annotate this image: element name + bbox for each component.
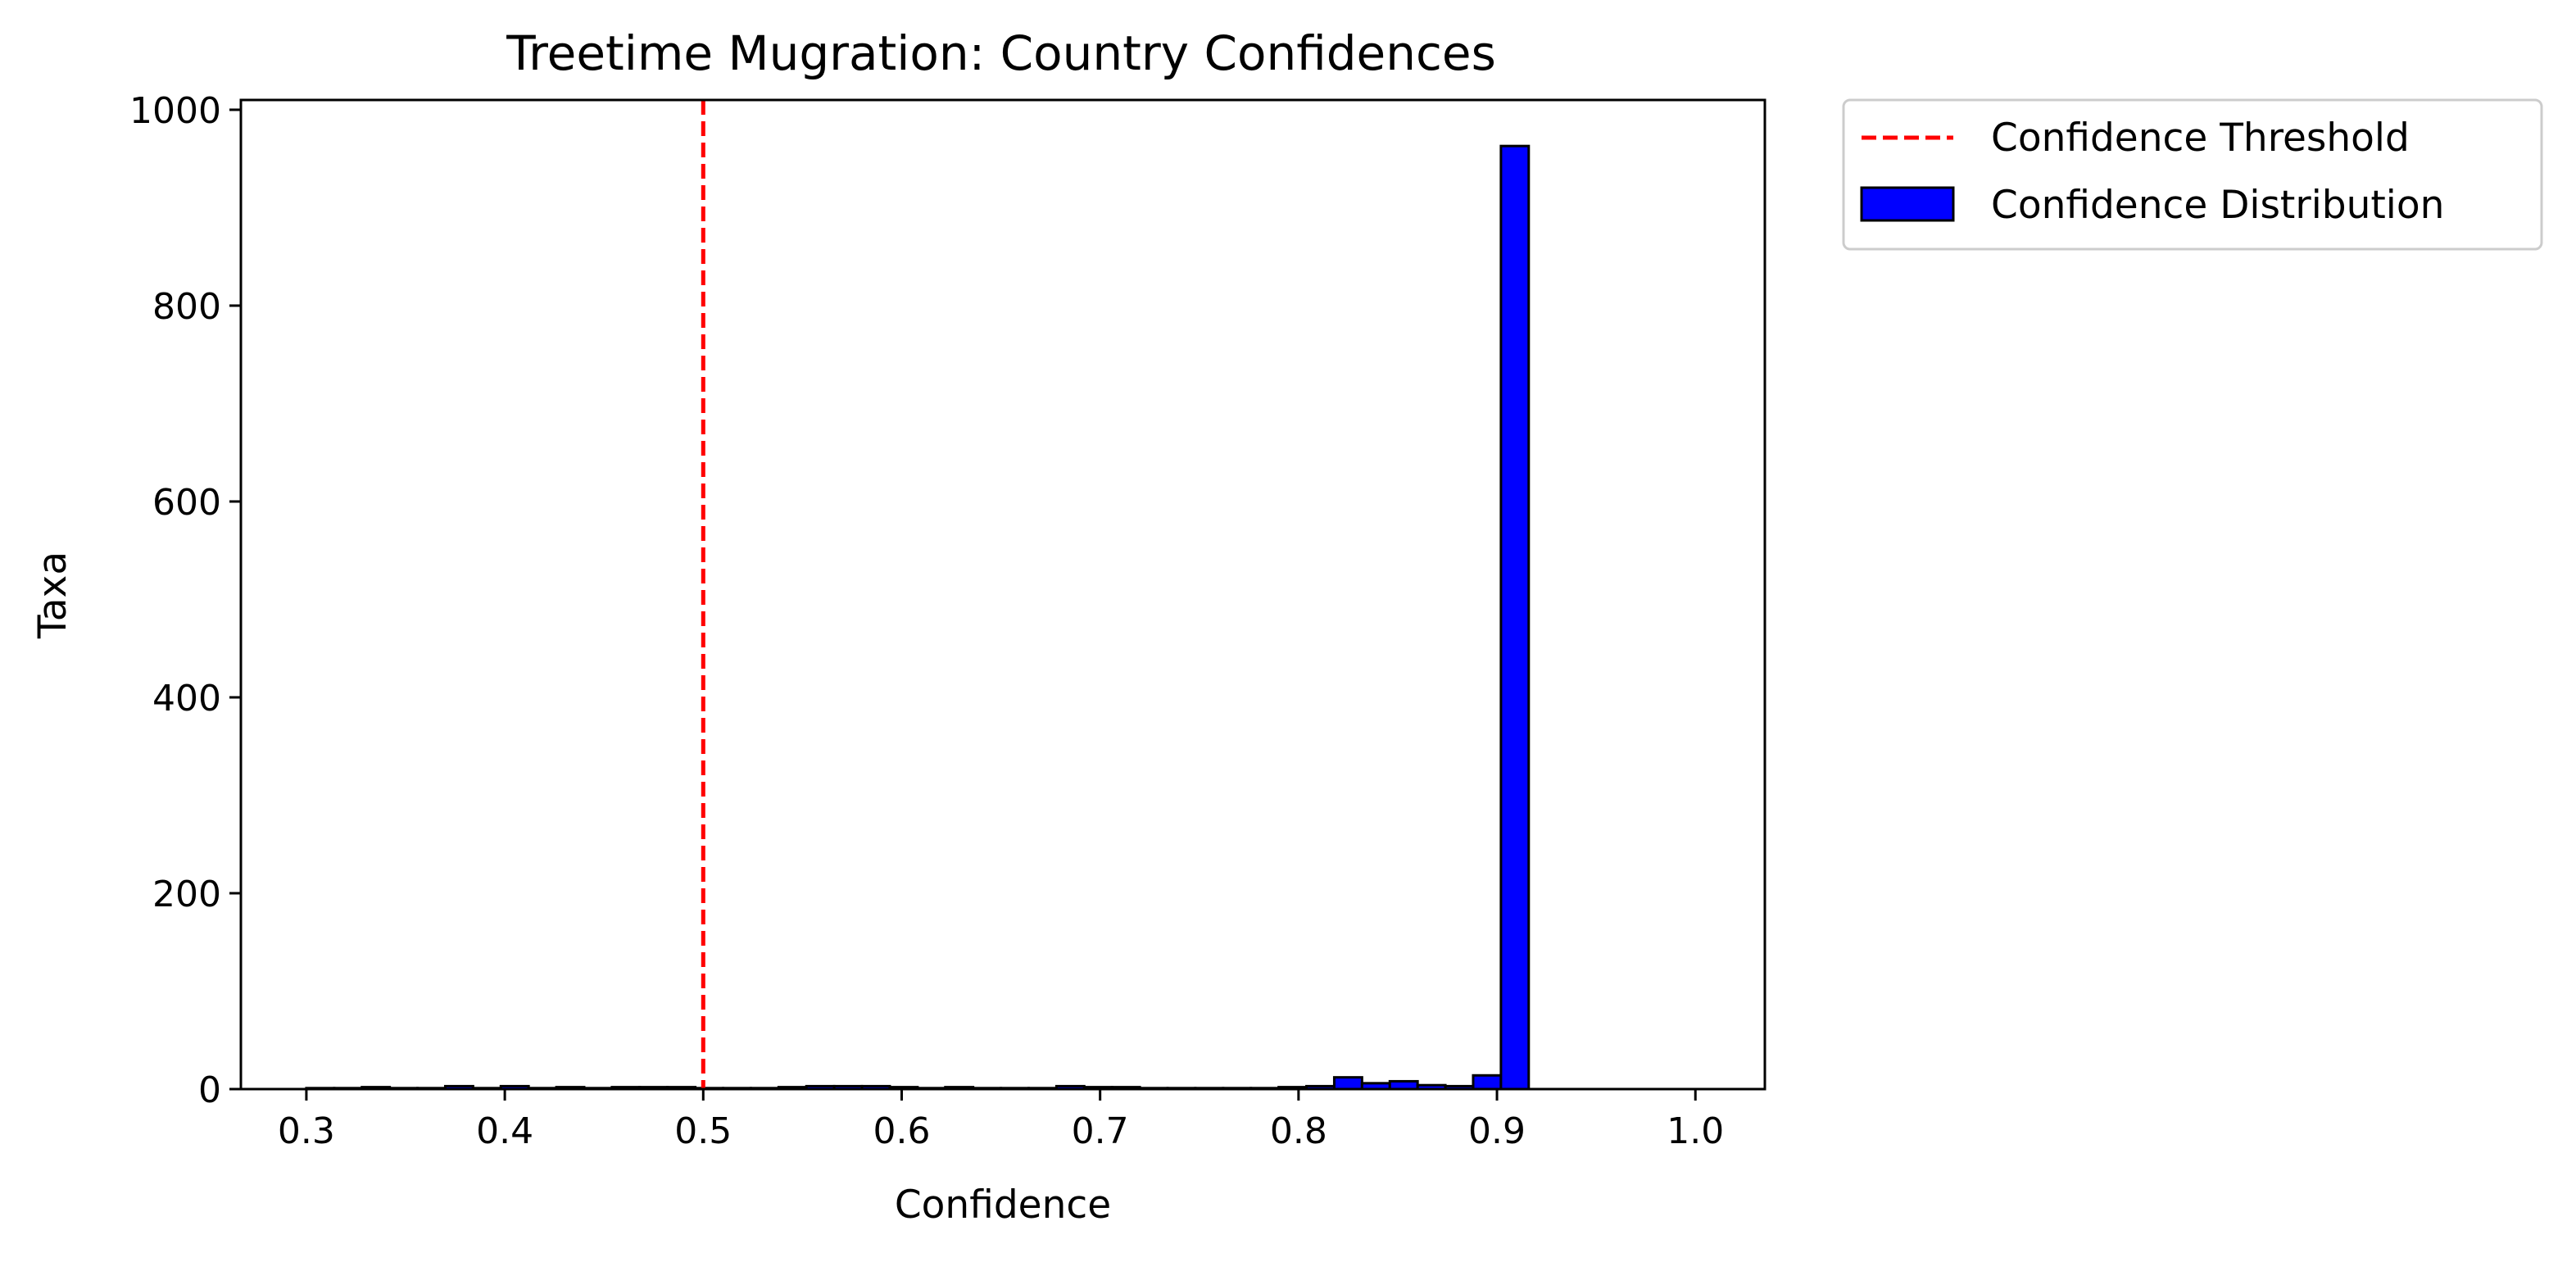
x-axis-label: Confidence	[895, 1183, 1111, 1228]
legend-distribution-label: Confidence Distribution	[1991, 183, 2444, 228]
histogram-bar	[1332, 1076, 1363, 1091]
plot-frame	[239, 98, 1766, 1091]
x-tick-label: 0.3	[278, 1110, 335, 1152]
legend: Confidence Threshold Confidence Distribu…	[1842, 98, 2543, 251]
y-tick-label: 800	[152, 286, 221, 328]
legend-distribution-swatch	[1860, 186, 1955, 222]
y-tick-label: 400	[152, 678, 221, 720]
y-tick-label: 1000	[129, 90, 221, 132]
x-tick-label: 0.5	[674, 1110, 732, 1152]
y-axis-ticks: 0 200 400 600 800 1000	[129, 90, 241, 1111]
histogram-bar	[1472, 1074, 1503, 1091]
chart-title: Treetime Mugration: Country Confidences	[506, 25, 1496, 81]
y-axis-label: Taxa	[30, 552, 75, 639]
x-tick-label: 0.6	[873, 1110, 930, 1152]
legend-box	[1842, 98, 2543, 251]
y-tick-label: 0	[198, 1069, 221, 1111]
x-tick-label: 1.0	[1667, 1110, 1724, 1152]
x-axis-ticks: 0.3 0.4 0.5 0.6 0.7 0.8 0.9 1.0	[278, 1089, 1724, 1152]
y-tick-label: 200	[152, 874, 221, 915]
histogram-bar	[1499, 144, 1531, 1091]
x-tick-label: 0.7	[1072, 1110, 1129, 1152]
x-tick-label: 0.8	[1270, 1110, 1327, 1152]
x-tick-label: 0.4	[476, 1110, 533, 1152]
y-tick-label: 600	[152, 482, 221, 524]
x-tick-label: 0.9	[1468, 1110, 1526, 1152]
legend-threshold-label: Confidence Threshold	[1991, 116, 2410, 161]
